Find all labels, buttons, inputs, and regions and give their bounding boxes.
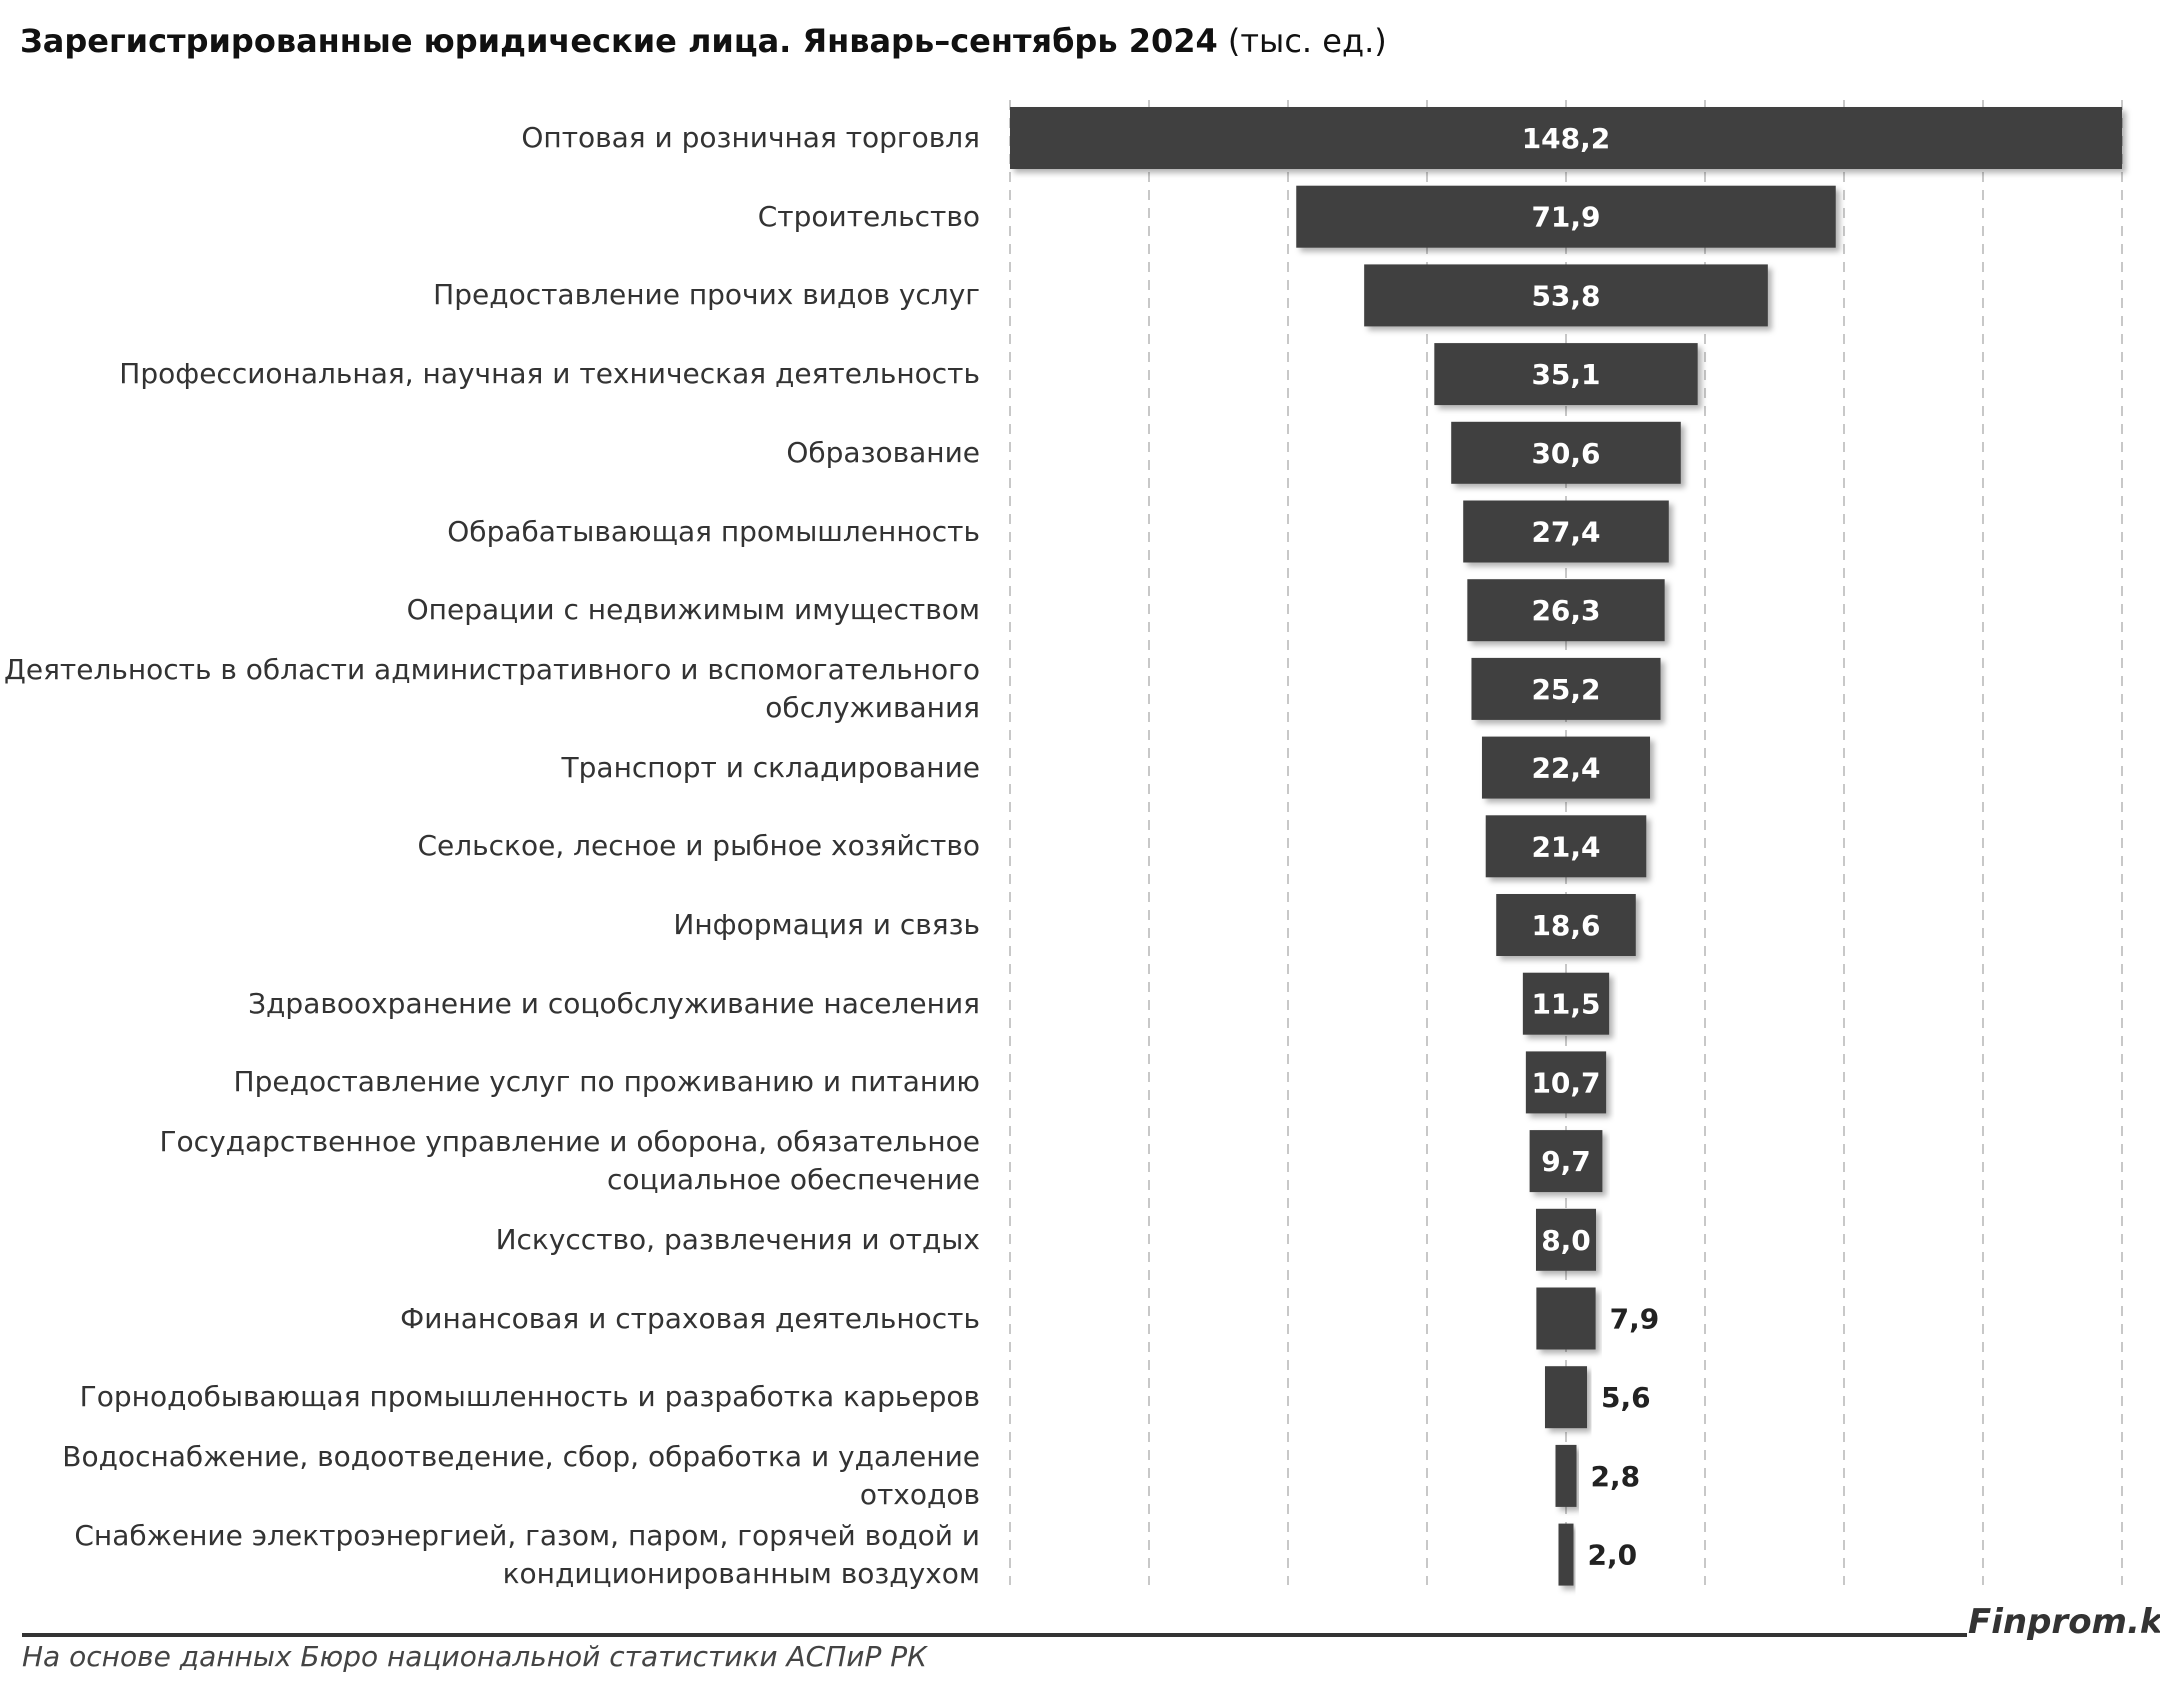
bar	[1434, 343, 1698, 406]
value-label: 53,8	[1531, 279, 1600, 312]
category-label: Транспорт и складирование	[561, 750, 980, 784]
value-labels: 148,2 71,9 53,8 35,1 30,6 27,4 26,3 25,2 22,4 21,…	[1522, 122, 1660, 1572]
bar	[1485, 815, 1647, 878]
category-label: Операции с недвижимым имуществом	[406, 593, 980, 627]
category-label: Искусство, развлечения и отдых	[495, 1222, 980, 1256]
source-note: На основе данных Бюро национальной стати…	[22, 1640, 928, 1673]
bar	[1481, 736, 1651, 799]
value-label: 2,0	[1588, 1539, 1638, 1572]
value-label: 26,3	[1531, 594, 1600, 627]
bar	[1451, 421, 1681, 484]
bar	[1555, 1444, 1577, 1507]
category-label: Обрабатывающая промышленность	[447, 514, 980, 548]
category-label: Здравоохранение и соцобслуживание населе…	[248, 986, 980, 1020]
category-label: Предоставление услуг по проживанию и пит…	[233, 1065, 980, 1099]
value-label: 11,5	[1531, 988, 1600, 1021]
category-label: Водоснабжение, водоотведение, сбор, обра…	[62, 1439, 980, 1511]
brand-logo-text: Finprom.kz	[1968, 1602, 2160, 1642]
value-label: 8,0	[1541, 1224, 1591, 1257]
category-label: Информация и связь	[673, 908, 980, 941]
value-label: 2,8	[1591, 1460, 1641, 1493]
bar	[1471, 657, 1661, 720]
bar	[1522, 972, 1610, 1035]
bar	[1558, 1523, 1574, 1586]
category-label: Предоставление прочих видов услуг	[433, 278, 980, 312]
value-label: 25,2	[1531, 673, 1600, 706]
bar	[1010, 107, 2122, 169]
category-label: Оптовая и розничная торговля	[521, 121, 980, 154]
category-label: Образование	[786, 435, 980, 469]
bars	[1010, 107, 2122, 1586]
bar	[1544, 1366, 1588, 1429]
bar	[1496, 894, 1636, 956]
value-label: 7,9	[1610, 1303, 1660, 1336]
bar	[1296, 185, 1836, 248]
value-label: 71,9	[1531, 201, 1600, 234]
bar	[1364, 264, 1768, 327]
chart: 148,2 71,9 53,8 35,1 30,6 27,4 26,3 25,2 22,4 21,…	[1009, 100, 2123, 1586]
bar	[1467, 579, 1665, 642]
bar	[1463, 500, 1669, 563]
category-label: Государственное управление и оборона, об…	[159, 1125, 980, 1197]
footer-divider	[22, 1633, 1967, 1637]
value-label: 9,7	[1541, 1145, 1591, 1178]
bar	[1535, 1208, 1597, 1271]
value-label: 148,2	[1522, 122, 1611, 155]
bar	[1536, 1287, 1596, 1350]
category-label: Финансовая и страховая деятельность	[400, 1301, 980, 1335]
chart-title: Зарегистрированные юридические лица. Янв…	[20, 22, 1387, 60]
value-label: 22,4	[1531, 752, 1600, 785]
bar	[1529, 1130, 1603, 1193]
category-label: Деятельность в области административного…	[3, 652, 980, 724]
chart-title-unit: (тыс. ед.)	[1227, 22, 1387, 60]
bar	[1525, 1051, 1607, 1114]
value-label: 18,6	[1531, 909, 1600, 942]
category-label: Профессиональная, научная и техническая …	[119, 357, 980, 391]
chart-title-main: Зарегистрированные юридические лица. Янв…	[20, 22, 1218, 60]
value-label: 10,7	[1531, 1066, 1600, 1099]
value-label: 5,6	[1601, 1381, 1651, 1414]
category-label: Горнодобывающая промышленность и разрабо…	[79, 1380, 980, 1414]
category-label: Строительство	[757, 199, 980, 233]
value-label: 21,4	[1531, 830, 1600, 863]
category-label: Сельское, лесное и рыбное хозяйство	[417, 829, 980, 863]
value-label: 35,1	[1531, 358, 1600, 391]
category-label: Снабжение электроэнергией, газом, паром,…	[74, 1518, 980, 1590]
value-label: 27,4	[1531, 516, 1600, 549]
value-label: 30,6	[1531, 437, 1600, 470]
